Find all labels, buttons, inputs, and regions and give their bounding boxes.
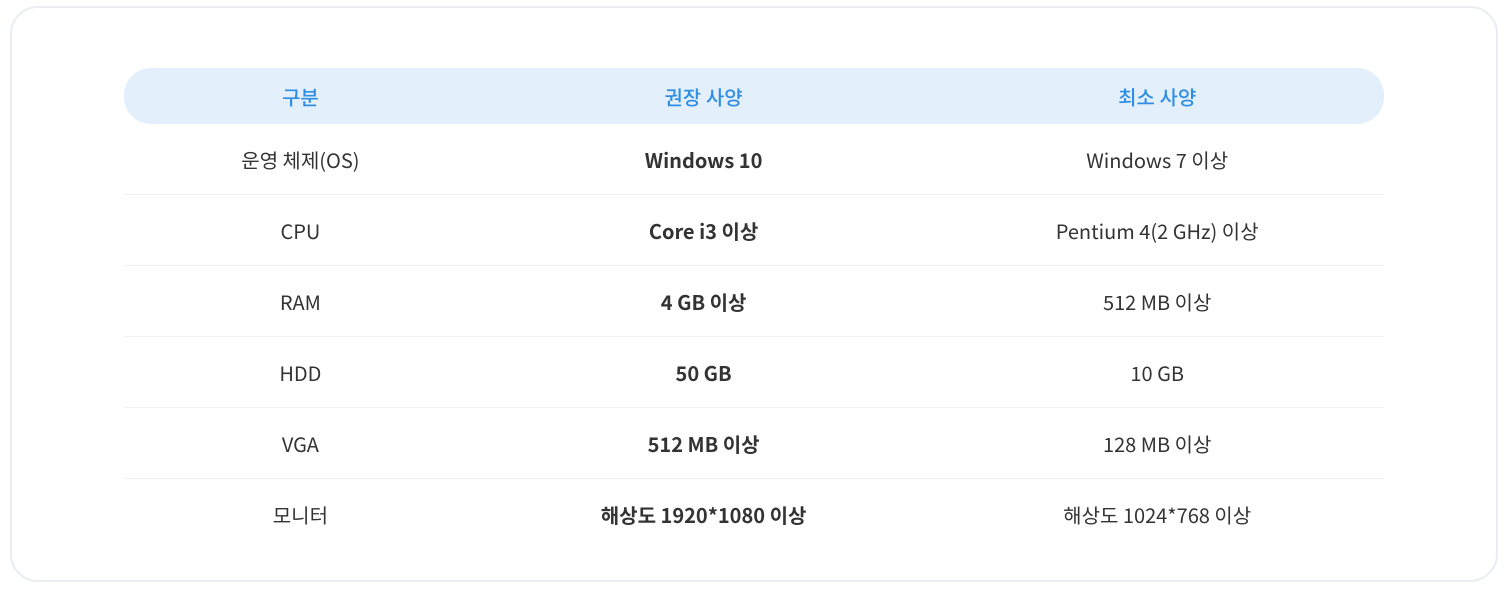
cell-minimum: 해상도 1024*768 이상 — [930, 479, 1384, 550]
header-recommended: 권장 사양 — [477, 68, 931, 124]
table-header-row: 구분 권장 사양 최소 사양 — [124, 68, 1384, 124]
cell-recommended: Windows 10 — [477, 124, 931, 195]
cell-minimum: 512 MB 이상 — [930, 266, 1384, 337]
table-row: VGA 512 MB 이상 128 MB 이상 — [124, 408, 1384, 479]
cell-minimum: 128 MB 이상 — [930, 408, 1384, 479]
table-row: HDD 50 GB 10 GB — [124, 337, 1384, 408]
cell-category: 운영 체제(OS) — [124, 124, 477, 195]
cell-category: RAM — [124, 266, 477, 337]
cell-minimum: Windows 7 이상 — [930, 124, 1384, 195]
header-category: 구분 — [124, 68, 477, 124]
cell-category: HDD — [124, 337, 477, 408]
cell-recommended: 50 GB — [477, 337, 931, 408]
cell-category: CPU — [124, 195, 477, 266]
cell-recommended: Core i3 이상 — [477, 195, 931, 266]
cell-category: 모니터 — [124, 479, 477, 550]
cell-minimum: 10 GB — [930, 337, 1384, 408]
specs-card: 구분 권장 사양 최소 사양 운영 체제(OS) Windows 10 Wind… — [10, 6, 1498, 582]
cell-recommended: 4 GB 이상 — [477, 266, 931, 337]
cell-recommended: 해상도 1920*1080 이상 — [477, 479, 931, 550]
cell-recommended: 512 MB 이상 — [477, 408, 931, 479]
table-row: 운영 체제(OS) Windows 10 Windows 7 이상 — [124, 124, 1384, 195]
specs-table: 구분 권장 사양 최소 사양 운영 체제(OS) Windows 10 Wind… — [124, 68, 1384, 549]
cell-minimum: Pentium 4(2 GHz) 이상 — [930, 195, 1384, 266]
table-row: CPU Core i3 이상 Pentium 4(2 GHz) 이상 — [124, 195, 1384, 266]
cell-category: VGA — [124, 408, 477, 479]
table-row: RAM 4 GB 이상 512 MB 이상 — [124, 266, 1384, 337]
header-minimum: 최소 사양 — [930, 68, 1384, 124]
table-row: 모니터 해상도 1920*1080 이상 해상도 1024*768 이상 — [124, 479, 1384, 550]
